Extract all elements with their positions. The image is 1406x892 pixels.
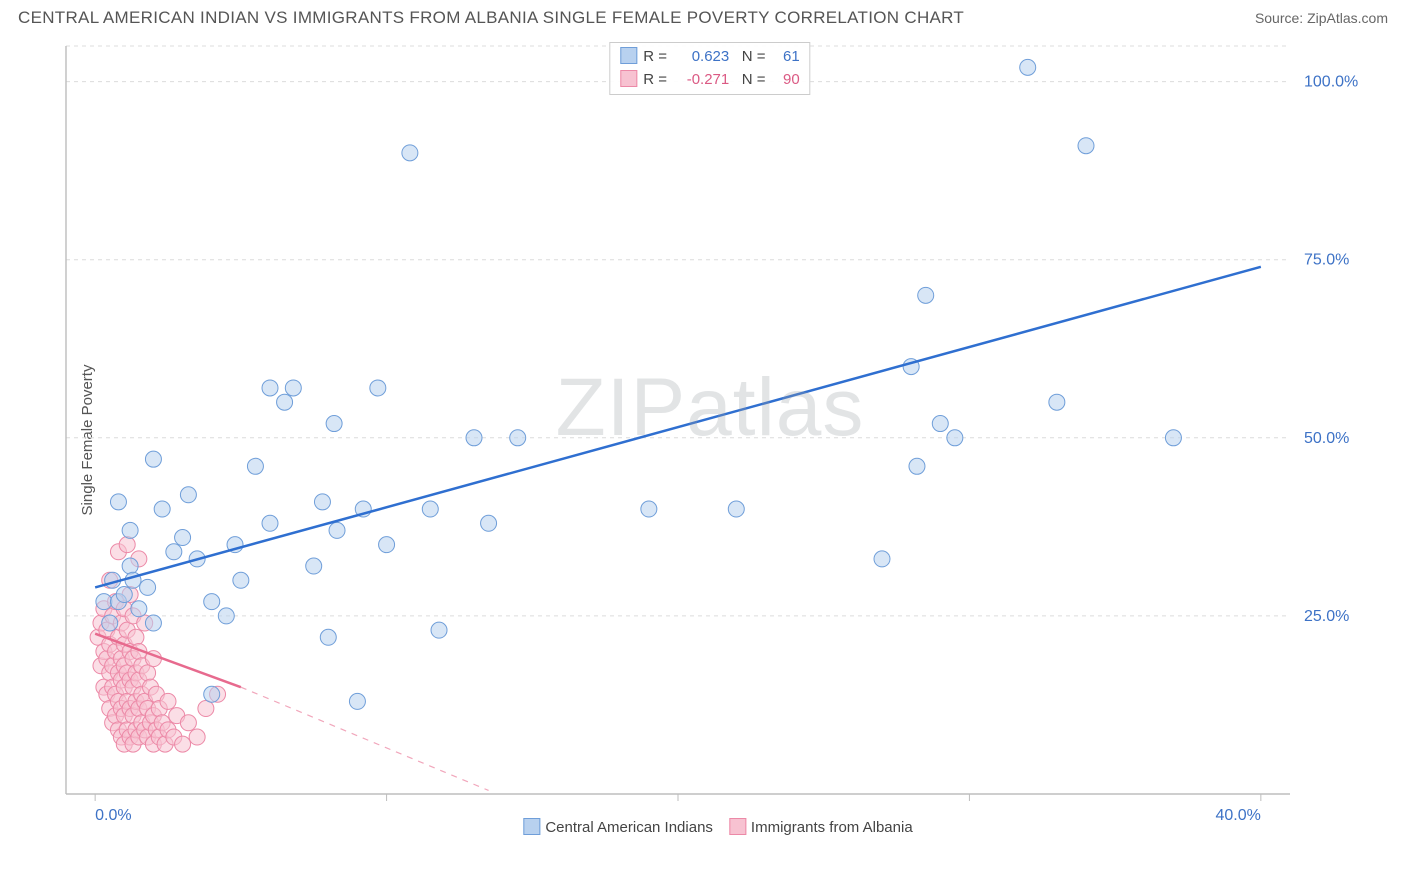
svg-text:100.0%: 100.0% <box>1304 74 1358 91</box>
scatter-plot: 25.0%50.0%75.0%100.0%0.0%40.0% ZIPatlas … <box>60 40 1360 840</box>
n-label: N = <box>742 48 766 65</box>
n-value: 61 <box>770 46 800 69</box>
svg-text:40.0%: 40.0% <box>1215 807 1260 824</box>
svg-text:75.0%: 75.0% <box>1304 252 1349 269</box>
legend-row: R = -0.271 N = 90 <box>620 69 799 92</box>
source-label: Source: ZipAtlas.com <box>1255 10 1388 26</box>
r-value: 0.623 <box>671 46 729 69</box>
legend-swatch <box>620 47 637 64</box>
series-legend: Central American Indians Immigrants from … <box>507 818 912 836</box>
r-value: -0.271 <box>671 69 729 92</box>
legend-swatch <box>729 818 746 835</box>
svg-text:50.0%: 50.0% <box>1304 430 1349 447</box>
legend-label: Central American Indians <box>545 819 713 836</box>
r-label: R = <box>643 48 667 65</box>
legend-swatch <box>523 818 540 835</box>
svg-text:0.0%: 0.0% <box>95 807 131 824</box>
n-label: N = <box>742 71 766 88</box>
chart-container: Single Female Poverty 25.0%50.0%75.0%100… <box>42 40 1388 840</box>
legend-label: Immigrants from Albania <box>751 819 913 836</box>
n-value: 90 <box>770 69 800 92</box>
r-label: R = <box>643 71 667 88</box>
plot-svg: 25.0% 50.0% 75.0% 100.0% 0.0% 40.0% <box>60 40 1360 840</box>
legend-swatch <box>620 70 637 87</box>
correlation-legend: R = 0.623 N = 61R = -0.271 N = 90 <box>609 42 810 95</box>
chart-title: CENTRAL AMERICAN INDIAN VS IMMIGRANTS FR… <box>18 8 964 28</box>
svg-text:25.0%: 25.0% <box>1304 608 1349 625</box>
legend-row: R = 0.623 N = 61 <box>620 46 799 69</box>
